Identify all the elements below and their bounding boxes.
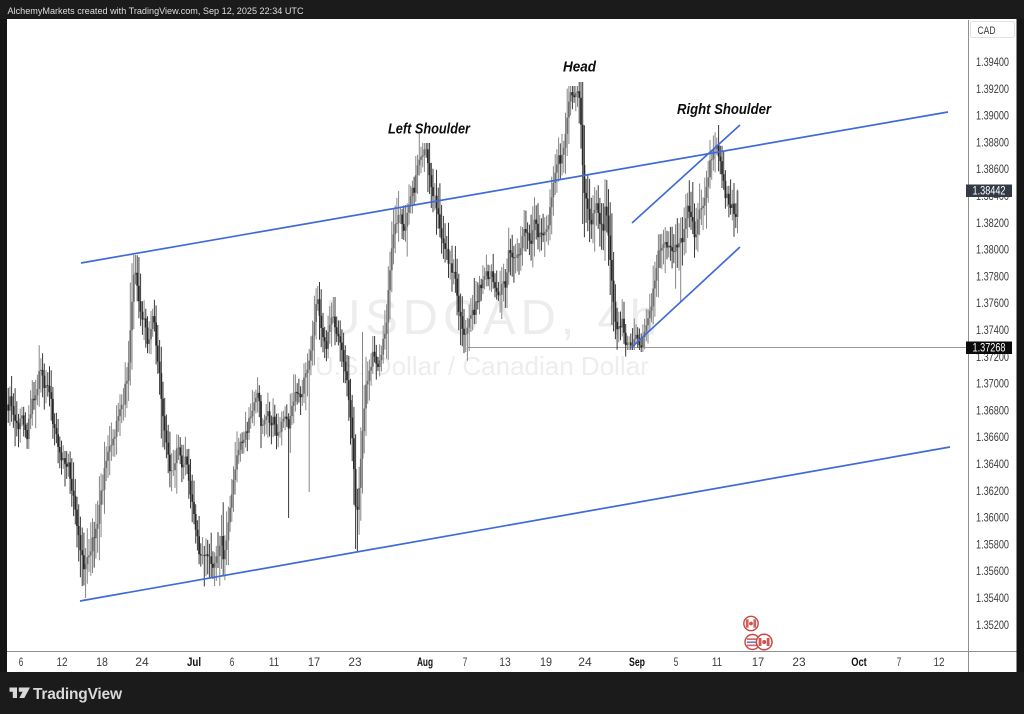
svg-text:Left Shoulder: Left Shoulder — [388, 122, 471, 138]
svg-text:19: 19 — [540, 655, 552, 669]
svg-text:1.39400: 1.39400 — [976, 55, 1009, 69]
svg-text:24: 24 — [578, 655, 592, 669]
svg-text:1.38600: 1.38600 — [976, 162, 1009, 176]
svg-text:1.38800: 1.38800 — [976, 135, 1009, 149]
svg-text:24: 24 — [135, 655, 149, 669]
svg-text:1.35400: 1.35400 — [976, 591, 1009, 605]
svg-text:5: 5 — [674, 655, 679, 669]
svg-text:1.37268: 1.37268 — [973, 342, 1006, 354]
svg-text:1.38200: 1.38200 — [976, 216, 1009, 230]
svg-text:USDCAD, 4h: USDCAD, 4h — [325, 291, 662, 345]
svg-text:6: 6 — [230, 655, 235, 669]
svg-text:Head: Head — [563, 60, 597, 76]
svg-text:1.39200: 1.39200 — [976, 82, 1009, 96]
svg-text:1.37800: 1.37800 — [976, 269, 1009, 283]
svg-text:Oct: Oct — [851, 655, 867, 669]
svg-text:1.36400: 1.36400 — [976, 457, 1009, 471]
svg-text:Right Shoulder: Right Shoulder — [677, 102, 772, 118]
svg-text:1.36200: 1.36200 — [976, 484, 1009, 498]
svg-text:Aug: Aug — [417, 655, 433, 669]
svg-text:1.36600: 1.36600 — [976, 430, 1009, 444]
svg-text:1.36800: 1.36800 — [976, 403, 1009, 417]
svg-text:1.36000: 1.36000 — [976, 511, 1009, 525]
svg-text:CAD: CAD — [978, 25, 996, 37]
svg-text:1.35800: 1.35800 — [976, 537, 1009, 551]
svg-text:1.37400: 1.37400 — [976, 323, 1009, 337]
svg-text:7: 7 — [463, 655, 468, 669]
svg-text:AlchemyMarkets created with Tr: AlchemyMarkets created with TradingView.… — [8, 6, 304, 16]
svg-text:17: 17 — [308, 655, 321, 669]
svg-text:1.38000: 1.38000 — [976, 243, 1009, 257]
svg-text:11: 11 — [269, 655, 280, 669]
svg-text:11: 11 — [712, 655, 723, 669]
svg-text:12: 12 — [57, 655, 68, 669]
svg-text:18: 18 — [96, 655, 108, 669]
svg-text:23: 23 — [792, 655, 806, 669]
svg-text:1.39000: 1.39000 — [976, 109, 1009, 123]
svg-text:17: 17 — [752, 655, 765, 669]
svg-text:6: 6 — [19, 655, 24, 669]
svg-text:1.37000: 1.37000 — [976, 377, 1009, 391]
svg-text:1.35200: 1.35200 — [976, 618, 1009, 632]
svg-text:1.38442: 1.38442 — [973, 186, 1006, 198]
svg-text:7: 7 — [897, 655, 902, 669]
svg-text:12: 12 — [934, 655, 945, 669]
svg-text:1.37600: 1.37600 — [976, 296, 1009, 310]
svg-text:Jul: Jul — [187, 655, 201, 669]
svg-text:Sep: Sep — [629, 655, 645, 669]
svg-text:1.35600: 1.35600 — [976, 564, 1009, 578]
svg-text:13: 13 — [499, 655, 511, 669]
svg-text:U.S. Dollar / Canadian Dollar: U.S. Dollar / Canadian Dollar — [315, 351, 649, 381]
svg-text:23: 23 — [348, 655, 362, 669]
svg-text:TradingView: TradingView — [33, 686, 123, 703]
